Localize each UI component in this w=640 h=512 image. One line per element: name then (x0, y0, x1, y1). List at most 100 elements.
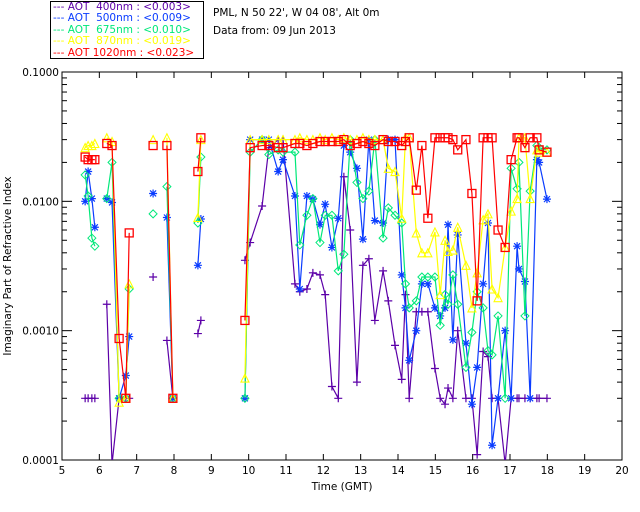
data-point-asterisk (412, 326, 421, 335)
data-point-diamond (487, 350, 497, 360)
data-point-diamond (352, 177, 362, 188)
data-point-triangle (86, 140, 97, 151)
data-point-square (240, 315, 250, 326)
data-point-diamond (333, 266, 343, 276)
data-point-diamond (520, 311, 530, 321)
x-tick-label: 17 (503, 465, 516, 477)
legend-item-675nm: --- AOT 675nm : <0.010> (53, 24, 201, 36)
data-point-diamond (102, 193, 112, 204)
data-point-diamond (493, 311, 503, 321)
data-point-asterisk (501, 326, 510, 335)
data-point-diamond (383, 203, 394, 213)
data-point-plus (162, 336, 171, 345)
data-point-asterisk (352, 164, 361, 173)
data-point-square (370, 140, 380, 151)
data-point-triangle (506, 205, 517, 216)
data-point-diamond (90, 241, 100, 251)
data-point-plus (90, 394, 99, 403)
data-point-plus (436, 394, 445, 403)
data-point-square (411, 185, 421, 195)
data-point-asterisk (370, 216, 379, 225)
x-tick-label: 18 (541, 465, 554, 477)
data-point-plus (453, 326, 462, 335)
data-point-square (500, 242, 510, 253)
data-point-diamond (411, 296, 422, 306)
data-point-square (80, 152, 90, 162)
data-point-plus (193, 329, 202, 338)
legend-line: --- (53, 35, 68, 48)
date-info: Data from: 09 Jun 2013 (213, 25, 336, 37)
data-point-diamond (315, 237, 325, 248)
y-tick-label: 0.0010 (22, 326, 59, 338)
data-point-asterisk (391, 135, 400, 144)
data-point-plus (102, 300, 111, 309)
data-point-asterisk (279, 155, 288, 164)
data-point-plus (401, 290, 410, 299)
data-point-square (148, 140, 158, 151)
data-point-plus (321, 290, 330, 299)
data-point-asterisk (453, 230, 462, 239)
data-point-square (295, 138, 305, 149)
x-tick-label: 16 (466, 465, 480, 477)
data-point-plus (346, 226, 355, 235)
data-point-asterisk (441, 303, 450, 312)
data-point-square (327, 136, 337, 147)
x-tick-label: 20 (615, 465, 628, 477)
plot-frame (61, 71, 623, 461)
data-point-diamond (435, 320, 445, 331)
data-point-asterisk (461, 339, 470, 348)
data-point-diamond (461, 362, 471, 373)
data-point-asterisk (507, 394, 516, 403)
data-point-diamond (453, 299, 463, 309)
data-point-square (430, 133, 440, 143)
data-point-diamond (196, 152, 206, 162)
data-point-asterisk (473, 363, 482, 372)
data-point-asterisk (423, 279, 432, 288)
data-point-square (493, 225, 503, 235)
data-point-square (506, 155, 516, 165)
data-point-asterisk (379, 218, 388, 227)
data-point-plus (364, 254, 373, 263)
data-point-square (168, 393, 178, 403)
data-point-square (196, 133, 206, 143)
data-point-triangle (320, 134, 331, 145)
data-point-diamond (448, 270, 458, 280)
data-point-plus (448, 394, 457, 403)
data-point-triangle (101, 132, 112, 143)
data-point-asterisk (84, 167, 93, 176)
data-point-triangle (422, 247, 433, 258)
legend-label: AOT 870nm : <0.019> (67, 35, 191, 48)
data-point-triangle (257, 134, 267, 145)
data-point-square (273, 143, 283, 153)
x-tick-label: 5 (59, 465, 66, 477)
legend-label: AOT 1020nm : <0.023> (67, 46, 195, 59)
data-point-plus (535, 394, 544, 403)
data-point-plus (196, 316, 205, 325)
data-point-diamond (80, 170, 90, 180)
data-point-diamond (514, 157, 524, 168)
data-point-square (345, 140, 355, 151)
data-point-square (461, 134, 471, 145)
data-point-asterisk (526, 394, 535, 403)
data-point-plus (441, 400, 450, 409)
data-point-diamond (87, 233, 97, 243)
data-point-square (124, 228, 134, 238)
data-point-square (290, 138, 300, 149)
data-point-triangle (447, 244, 458, 255)
legend: --- AOT 400nm : <0.003> --- AOT 500nm : … (50, 1, 204, 59)
data-point-asterisk (358, 235, 367, 244)
data-point-diamond (364, 186, 374, 196)
data-point-square (264, 140, 274, 151)
data-point-diamond (440, 289, 450, 300)
legend-label: AOT 500nm : <0.009> (67, 12, 191, 25)
data-point-plus (384, 296, 393, 305)
data-point-asterisk (90, 223, 99, 232)
data-point-plus (334, 394, 343, 403)
data-point-diamond (506, 163, 516, 174)
data-point-plus (149, 272, 158, 281)
data-point-asterisk (125, 332, 134, 341)
data-point-triangle (467, 302, 477, 313)
x-tick-label: 15 (429, 465, 442, 477)
data-point-triangle (435, 289, 446, 300)
data-point-asterisk (87, 194, 96, 203)
